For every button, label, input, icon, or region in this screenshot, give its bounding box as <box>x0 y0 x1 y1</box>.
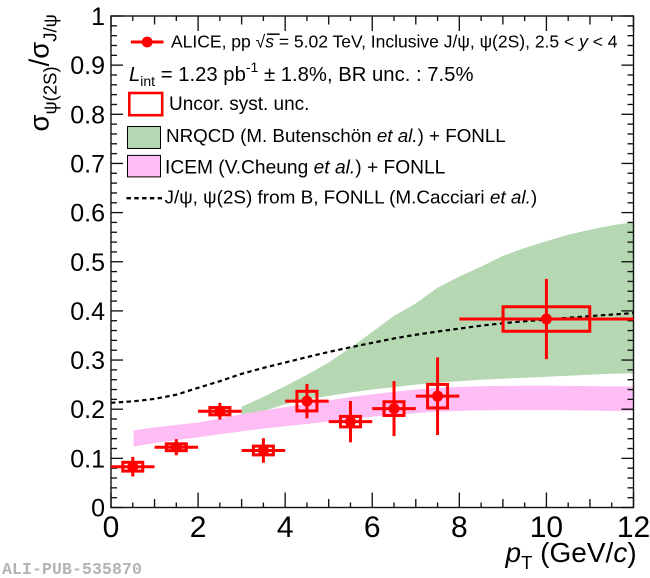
svg-text:J/ψ, ψ(2S) from B, FONLL (M.Ca: J/ψ, ψ(2S) from B, FONLL (M.Cacciari et … <box>165 188 538 209</box>
svg-text:0.9: 0.9 <box>70 52 105 80</box>
svg-text:0.5: 0.5 <box>70 249 105 277</box>
svg-text:0.6: 0.6 <box>70 200 105 228</box>
svg-text:0: 0 <box>91 495 105 523</box>
svg-text:2: 2 <box>190 511 207 544</box>
svg-text:1: 1 <box>91 3 105 31</box>
svg-text:Lint = 1.23 pb-1 ± 1.8%, BR un: Lint = 1.23 pb-1 ± 1.8%, BR unc. : 7.5% <box>129 59 473 89</box>
svg-text:6: 6 <box>364 511 381 544</box>
svg-text:ALICE, pp √s = 5.02 TeV, Incl: ALICE, pp √s = 5.02 TeV, Inclusive J/ψ, … <box>171 32 618 52</box>
svg-text:0.8: 0.8 <box>70 101 105 129</box>
svg-text:0.7: 0.7 <box>70 150 105 178</box>
svg-text:0: 0 <box>103 511 120 544</box>
svg-text:0.4: 0.4 <box>70 298 105 326</box>
svg-text:10: 10 <box>530 511 563 544</box>
svg-text:ICEM (V.Cheung et al.) + FONLL: ICEM (V.Cheung et al.) + FONLL <box>165 158 446 179</box>
svg-text:σψ(2S)/σJ/ψ: σψ(2S)/σJ/ψ <box>24 14 61 131</box>
svg-text:Uncor. syst. unc.: Uncor. syst. unc. <box>169 94 309 115</box>
svg-text:0.1: 0.1 <box>70 445 105 473</box>
svg-text:pT (GeV/c): pT (GeV/c) <box>505 537 637 573</box>
svg-text:NRQCD (M. Butenschön et al.) +: NRQCD (M. Butenschön et al.) + FONLL <box>166 125 506 146</box>
svg-text:4: 4 <box>277 511 294 544</box>
svg-text:12: 12 <box>617 511 650 544</box>
svg-text:8: 8 <box>451 511 468 544</box>
svg-text:0.3: 0.3 <box>70 347 105 375</box>
svg-text:0.2: 0.2 <box>70 396 105 424</box>
svg-text:ALI-PUB-535870: ALI-PUB-535870 <box>2 560 142 578</box>
